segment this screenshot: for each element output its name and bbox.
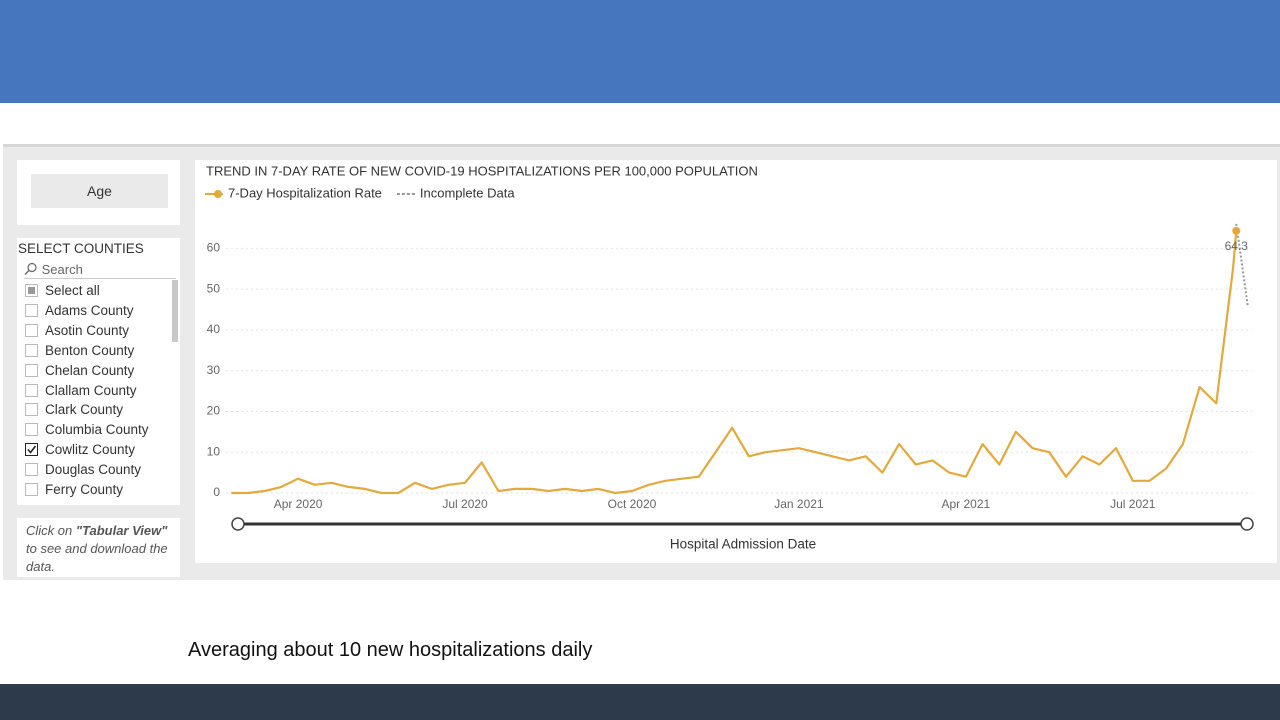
slicer-item[interactable]: Clark County — [25, 401, 123, 419]
checkbox[interactable] — [25, 303, 38, 317]
slicer-item[interactable]: Ferry County — [25, 481, 123, 499]
item-label: Ferry County — [45, 482, 124, 497]
item-label: Chelan County — [45, 362, 135, 378]
item-label: Asotin County — [45, 322, 130, 338]
checkbox[interactable] — [25, 483, 38, 496]
item-label: Adams County — [45, 302, 134, 318]
item-label: Cowlitz County — [45, 442, 136, 458]
legend-dot — [214, 190, 222, 198]
slicer-item[interactable]: Adams County — [25, 302, 134, 320]
x-tick-label: Apr 2020 — [274, 497, 323, 511]
x-tick-label: Apr 2021 — [942, 497, 991, 511]
note-text: Click on "Tabular View" to see and downl… — [17, 518, 180, 576]
note-post: to see and download the data. — [26, 541, 168, 574]
age-button[interactable]: Age — [31, 174, 168, 208]
search-icon — [24, 262, 37, 275]
slider-handle[interactable] — [231, 517, 245, 531]
chart-title: TREND IN 7-DAY RATE OF NEW COVID-19 HOSP… — [206, 163, 758, 178]
x-tick-label: Jul 2020 — [442, 497, 488, 511]
slider-handle[interactable] — [1240, 517, 1254, 531]
slicer-title: SELECT COUNTIES — [18, 241, 144, 256]
checkbox[interactable] — [25, 403, 38, 417]
scrollbar — [172, 280, 178, 342]
y-tick-label: 0 — [213, 485, 220, 499]
caption: Averaging about 10 new hospitalizations … — [188, 639, 593, 661]
legend-label: Incomplete Data — [420, 185, 515, 200]
legend-label: 7-Day Hospitalization Rate — [228, 185, 382, 200]
y-tick-label: 60 — [207, 241, 221, 255]
slicer-item[interactable]: Asotin County — [25, 322, 129, 340]
checkbox[interactable] — [25, 284, 38, 297]
item-label: Douglas County — [45, 462, 142, 478]
series-line — [1235, 223, 1249, 306]
search-placeholder: Search — [41, 262, 83, 277]
y-tick-label: 10 — [207, 444, 221, 458]
slicer-item[interactable]: Chelan County — [25, 362, 134, 380]
y-tick-label: 50 — [207, 281, 221, 295]
checkbox[interactable] — [25, 443, 38, 457]
checkbox[interactable] — [25, 383, 38, 397]
x-tick-label: Jul 2021 — [1110, 497, 1156, 511]
item-label: Clark County — [45, 402, 124, 418]
slicer-item[interactable]: Cowlitz County — [25, 441, 135, 459]
chart-card — [195, 160, 1277, 563]
data-label: 64.3 — [1225, 239, 1249, 253]
series-line — [231, 230, 1238, 495]
item-label: Benton County — [45, 342, 135, 358]
header-band — [0, 0, 1280, 103]
last-point — [1232, 226, 1241, 235]
slicer-item[interactable]: Select all — [25, 282, 100, 300]
x-tick-label: Jan 2021 — [774, 497, 824, 511]
slicer-item[interactable]: Benton County — [25, 342, 134, 360]
slicer-item[interactable]: Douglas County — [25, 461, 141, 479]
checkbox[interactable] — [25, 363, 38, 377]
x-axis-label: Hospital Admission Date — [670, 537, 816, 552]
filter-card: Age — [17, 160, 180, 225]
slicer-item[interactable]: Clallam County — [25, 382, 137, 400]
item-label: Columbia County — [45, 422, 149, 438]
note-pre: Click on — [26, 523, 76, 538]
footer-band — [0, 684, 1280, 720]
checkbox[interactable] — [25, 463, 38, 477]
y-tick-label: 40 — [207, 322, 221, 336]
y-tick-label: 20 — [207, 404, 221, 418]
x-tick-label: Oct 2020 — [608, 497, 657, 511]
note-bold: "Tabular View" — [75, 523, 168, 538]
y-tick-label: 30 — [207, 363, 221, 377]
item-label: Select all — [45, 283, 100, 298]
search-box[interactable]: Search — [24, 262, 176, 279]
slicer-item[interactable]: Columbia County — [25, 421, 149, 439]
checkbox[interactable] — [25, 323, 38, 337]
county-slicer: SELECT COUNTIES Search Select all Adams C… — [17, 238, 180, 505]
checkbox[interactable] — [25, 343, 38, 357]
item-label: Clallam County — [45, 382, 137, 398]
checkbox[interactable] — [25, 423, 38, 437]
note-card: Click on "Tabular View" to see and downl… — [17, 518, 180, 577]
